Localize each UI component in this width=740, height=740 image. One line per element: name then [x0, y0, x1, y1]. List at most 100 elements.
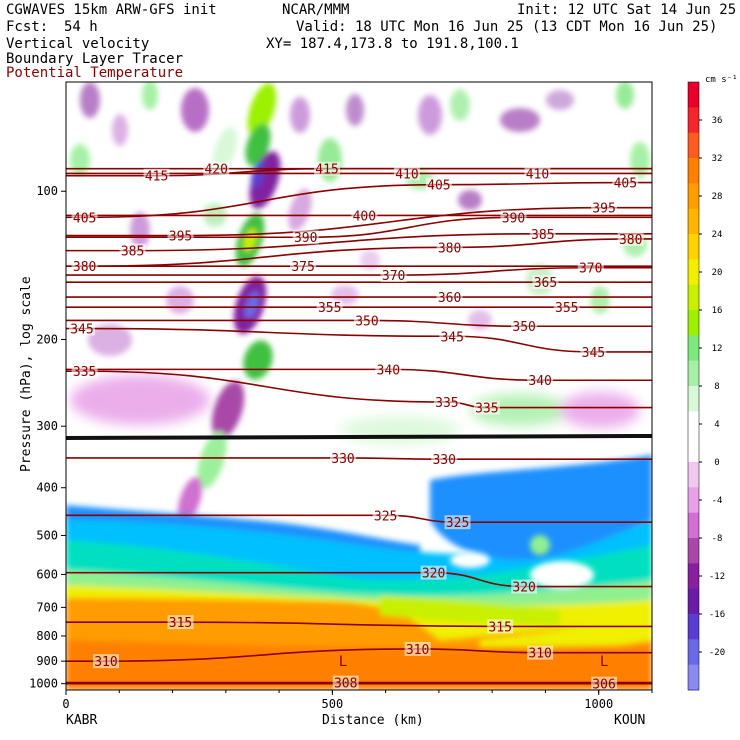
theta-label-bg — [393, 166, 420, 181]
theta-label-bg — [292, 230, 319, 245]
theta-label: 335 — [435, 396, 458, 411]
theta-label: 320 — [512, 581, 535, 596]
colorbar-swatch — [688, 487, 699, 514]
theta-label: 350 — [512, 320, 535, 335]
theta-label: 345 — [440, 330, 463, 345]
theta-label-bg — [436, 240, 463, 255]
theta-label-bg — [527, 645, 554, 660]
theta-label-bg — [529, 226, 556, 241]
colorbar-swatch — [688, 664, 699, 691]
theta-label-bg — [68, 321, 95, 336]
theta-label-bg — [314, 161, 341, 176]
theta-label: 350 — [355, 314, 378, 329]
theta-label: 365 — [534, 276, 557, 291]
colorbar-swatch — [688, 411, 699, 438]
init-time: Init: 12 UTC Sat 14 Jun 25 — [517, 2, 737, 18]
theta-label-bg — [380, 268, 407, 283]
theta-label-bg — [92, 654, 119, 669]
right-station-label: KOUN — [614, 713, 645, 728]
theta-label: 330 — [432, 453, 455, 468]
colorbar-swatch — [688, 462, 699, 488]
colorbar-tick-label: 16 — [712, 306, 723, 316]
theta-label: 390 — [502, 211, 525, 226]
theta-label-bg — [71, 259, 98, 274]
field-boundary-layer-tracer: Boundary Layer Tracer — [6, 51, 184, 67]
theta-label: 415 — [145, 170, 168, 185]
theta-label: 395 — [169, 230, 192, 245]
theta-label: 306 — [592, 678, 615, 693]
theta-label: 385 — [121, 245, 144, 260]
colorbar-tick-label: -16 — [709, 610, 725, 620]
colorbar-swatch — [688, 563, 699, 590]
colorbar-swatch — [688, 639, 699, 666]
colorbar-swatch — [688, 158, 699, 184]
theta-label: 308 — [334, 677, 357, 692]
colorbar-unit: cm s⁻¹ — [705, 75, 738, 85]
theta-label-bg — [511, 319, 538, 334]
theta-label: 310 — [528, 647, 551, 662]
theta-contour-330 — [66, 457, 652, 460]
colorbar-tick-label: -20 — [709, 648, 725, 658]
y-tick-label: 900 — [36, 654, 58, 668]
theta-label-bg — [473, 400, 500, 415]
theta-label: 315 — [488, 620, 511, 635]
y-tick-label: 300 — [36, 419, 58, 433]
field-vertical-velocity: Vertical velocity — [6, 36, 150, 52]
colorbar-tick-label: 24 — [712, 230, 723, 240]
theta-label: 375 — [291, 260, 314, 275]
colorbar-tick-label: -8 — [712, 534, 723, 544]
theta-label-bg — [431, 452, 458, 467]
theta-label-bg — [436, 290, 463, 305]
colorbar-swatch — [688, 107, 699, 134]
theta-label-bg — [71, 364, 98, 379]
colorbar-swatch — [688, 614, 699, 640]
left-station-label: KABR — [66, 713, 97, 728]
colorbar-swatch — [688, 360, 699, 387]
theta-label-bg — [580, 344, 607, 359]
theta-label-bg — [439, 329, 466, 344]
theta-contour-350 — [66, 319, 652, 328]
org-label: NCAR/MMM — [282, 2, 350, 18]
colorbar-swatch — [688, 386, 699, 412]
theta-label-bg — [617, 231, 644, 246]
colorbar-tick-label: 8 — [714, 382, 719, 392]
tropopause-thick-line — [66, 434, 652, 440]
theta-label: 340 — [528, 374, 551, 389]
theta-label-bg — [524, 166, 551, 181]
theta-label-bg — [444, 515, 471, 530]
theta-label-bg — [553, 300, 580, 315]
theta-contour-325 — [66, 514, 652, 524]
theta-label: 380 — [73, 260, 96, 275]
theta-label: 420 — [204, 163, 227, 178]
colorbar-tick-label: -4 — [712, 496, 723, 506]
forecast-label: Fcst: — [6, 19, 49, 35]
y-tick-label: 1000 — [29, 677, 58, 691]
theta-label-bg — [511, 579, 538, 594]
colorbar-swatch — [688, 512, 699, 539]
theta-label-bg — [167, 228, 194, 243]
theta-label-bg — [433, 395, 460, 410]
theta-label-bg — [591, 676, 618, 690]
theta-label: 355 — [318, 301, 341, 316]
x-axis-label: Distance (km) — [322, 713, 424, 728]
theta-label: 355 — [555, 301, 578, 316]
colorbar-swatch — [688, 208, 699, 235]
y-tick-label: 400 — [36, 481, 58, 495]
y-axis-label: Pressure (hPa), log scale — [19, 276, 34, 472]
low-marker: L — [600, 654, 608, 670]
theta-label-bg — [527, 373, 554, 388]
x-tick-label: 500 — [322, 697, 344, 711]
y-tick-label: 100 — [36, 184, 58, 198]
colorbar-swatch — [688, 183, 699, 210]
theta-label: 335 — [73, 365, 96, 380]
theta-label: 400 — [353, 209, 376, 224]
model-title: CGWAVES 15km ARW-GFS init — [6, 2, 217, 18]
cross-section-endpoints: XY= 187.4,173.8 to 191.8,100.1 — [266, 36, 519, 52]
theta-label-bg — [316, 300, 343, 315]
colorbar-swatch — [688, 259, 699, 286]
theta-label-bg — [332, 675, 359, 690]
colorbar-swatch — [688, 588, 699, 615]
colorbar-swatch — [688, 436, 699, 463]
theta-label: 405 — [73, 211, 96, 226]
